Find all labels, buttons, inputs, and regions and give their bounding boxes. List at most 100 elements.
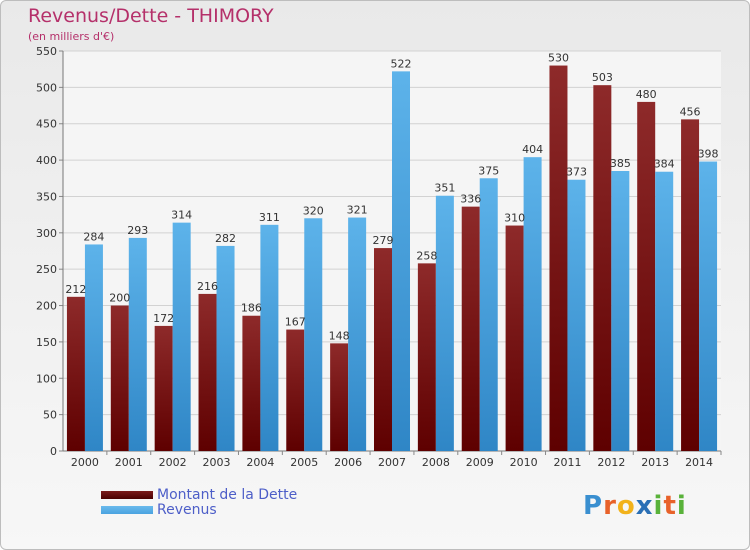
data-label-dette: 310	[504, 212, 525, 225]
bar-revenus	[304, 218, 323, 451]
x-tick-label: 2012	[597, 456, 625, 469]
legend-item-dette: Montant de la Dette	[101, 487, 297, 503]
bar-revenus	[655, 171, 674, 451]
data-label-revenus: 522	[391, 57, 412, 70]
data-label-revenus: 404	[522, 143, 543, 156]
data-label-revenus: 375	[478, 164, 499, 177]
bar-dette	[593, 85, 612, 451]
data-label-dette: 167	[285, 316, 306, 329]
x-tick-label: 2011	[553, 456, 581, 469]
x-tick-label: 2007	[378, 456, 406, 469]
y-tick-label: 350	[36, 190, 57, 203]
data-label-revenus: 351	[434, 182, 455, 195]
bar-dette	[549, 65, 568, 451]
bar-revenus	[435, 195, 454, 451]
data-label-dette: 172	[153, 312, 174, 325]
data-label-revenus: 384	[654, 158, 675, 171]
x-tick-label: 2002	[159, 456, 187, 469]
data-label-dette: 279	[373, 234, 394, 247]
data-label-dette: 336	[460, 193, 481, 206]
y-tick-label: 50	[43, 409, 57, 422]
data-label-dette: 503	[592, 71, 613, 84]
bar-revenus	[479, 178, 498, 452]
x-tick-label: 2001	[115, 456, 143, 469]
bar-revenus	[128, 237, 147, 451]
y-tick-label: 300	[36, 227, 57, 240]
bar-revenus	[523, 157, 542, 451]
y-tick-label: 0	[50, 445, 57, 458]
data-label-dette: 456	[680, 105, 701, 118]
logo-letter: t	[663, 491, 677, 521]
logo-letter: r	[603, 491, 617, 521]
x-tick-label: 2005	[290, 456, 318, 469]
x-tick-label: 2008	[422, 456, 450, 469]
data-label-dette: 530	[548, 52, 569, 65]
y-tick-label: 250	[36, 263, 57, 276]
bar-dette	[417, 263, 436, 451]
y-tick-label: 500	[36, 81, 57, 94]
bar-dette	[286, 329, 305, 451]
bar-dette	[198, 293, 217, 451]
bar-revenus	[260, 224, 279, 451]
legend-label-revenus: Revenus	[157, 502, 217, 518]
x-tick-label: 2000	[71, 456, 99, 469]
x-tick-label: 2003	[203, 456, 231, 469]
bar-dette	[681, 119, 700, 451]
data-label-revenus: 398	[698, 148, 719, 161]
chart-subtitle: (en milliers d'€)	[28, 30, 115, 43]
bar-revenus	[216, 245, 235, 451]
bar-revenus	[84, 244, 103, 451]
legend-swatch-dette	[101, 491, 153, 499]
bar-revenus	[348, 217, 367, 451]
bar-dette	[637, 101, 656, 451]
legend-swatch-revenus	[101, 506, 153, 514]
bar-dette	[66, 296, 85, 451]
logo-letter: i	[676, 491, 687, 521]
data-label-revenus: 284	[83, 230, 104, 243]
chart-title: Revenus/Dette - THIMORY	[28, 5, 274, 27]
data-label-dette: 200	[109, 292, 130, 305]
x-tick-label: 2009	[466, 456, 494, 469]
data-label-revenus: 311	[259, 211, 280, 224]
bar-dette	[110, 305, 129, 451]
x-tick-label: 2014	[685, 456, 713, 469]
y-tick-label: 200	[36, 300, 57, 313]
data-label-dette: 258	[416, 249, 437, 262]
data-label-dette: 148	[329, 329, 350, 342]
legend-label-dette: Montant de la Dette	[157, 487, 298, 503]
x-tick-label: 2004	[246, 456, 274, 469]
y-tick-label: 450	[36, 118, 57, 131]
data-label-dette: 212	[65, 283, 86, 296]
data-label-revenus: 320	[303, 204, 324, 217]
data-label-dette: 216	[197, 280, 218, 293]
data-label-revenus: 293	[127, 224, 148, 237]
bar-dette	[505, 225, 524, 451]
data-label-revenus: 373	[566, 166, 587, 179]
proxiti-logo: Proxiti	[583, 491, 687, 521]
bar-dette	[374, 248, 392, 451]
bar-dette	[461, 206, 480, 451]
bar-revenus	[392, 71, 410, 451]
bar-dette	[154, 325, 173, 451]
logo-letter: x	[635, 491, 654, 521]
x-tick-label: 2013	[641, 456, 669, 469]
data-label-dette: 186	[241, 302, 262, 315]
bar-revenus	[611, 171, 630, 451]
data-label-revenus: 314	[171, 209, 192, 222]
bar-revenus	[172, 222, 191, 451]
logo-letter: o	[616, 491, 636, 521]
y-tick-label: 150	[36, 336, 57, 349]
y-tick-label: 550	[36, 45, 57, 58]
bar-dette	[330, 343, 349, 451]
data-label-revenus: 321	[347, 204, 368, 217]
logo-letter: i	[653, 491, 664, 521]
bar-dette	[242, 315, 261, 451]
legend-item-revenus: Revenus	[101, 502, 217, 518]
x-tick-label: 2006	[334, 456, 362, 469]
logo-letter: P	[583, 491, 604, 521]
bar-revenus	[699, 161, 718, 451]
data-label-dette: 480	[636, 88, 657, 101]
data-label-revenus: 282	[215, 232, 236, 245]
